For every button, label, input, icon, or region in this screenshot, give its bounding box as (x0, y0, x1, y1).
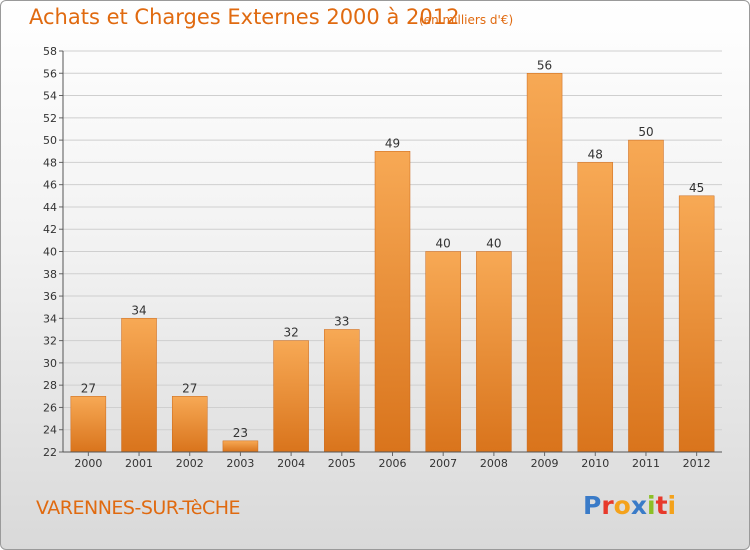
y-tick-label: 46 (43, 179, 57, 192)
y-tick-label: 42 (43, 223, 57, 236)
axes: 22 24 26 28 30 32 34 36 38 40 42 44 46 48 50 52 54 56 58 20… (43, 45, 722, 470)
bar-2008[interactable] (476, 251, 512, 453)
logo-letter: t (655, 491, 668, 520)
data-label: 27 (182, 381, 197, 395)
bar-2000[interactable] (70, 396, 107, 453)
bar-2006[interactable] (374, 151, 411, 453)
x-tick-label: 2006 (379, 457, 407, 470)
y-tick-label: 30 (43, 357, 57, 370)
x-tick-label: 2008 (480, 457, 508, 470)
proxiti-logo[interactable]: Proxiti (583, 491, 676, 520)
x-tick-label: 2011 (632, 457, 660, 470)
data-label: 32 (283, 326, 298, 340)
y-tick-label: 50 (43, 134, 57, 147)
bar-2010[interactable] (577, 162, 614, 453)
y-tick-label: 48 (43, 156, 57, 169)
logo-letter: P (583, 491, 602, 520)
bar-2011[interactable] (628, 139, 664, 453)
x-tick-label: 2003 (226, 457, 254, 470)
y-tick-label: 36 (43, 290, 57, 303)
bars: 27 34 27 23 32 33 49 40 40 56 48 50 45 (70, 58, 715, 453)
x-tick-label: 2012 (683, 457, 711, 470)
bar-2001[interactable] (121, 318, 157, 453)
bar-2012[interactable] (678, 195, 715, 453)
chart-subtitle: (en milliers d'€) (419, 13, 514, 27)
y-tick-label: 38 (43, 268, 57, 281)
data-label: 56 (537, 58, 552, 72)
data-label: 23 (233, 426, 248, 440)
y-tick-label: 54 (43, 90, 57, 103)
y-tick-label: 22 (43, 446, 57, 459)
y-tick-label: 56 (43, 67, 57, 80)
y-tick-label: 44 (43, 201, 57, 214)
data-label: 27 (81, 381, 96, 395)
bar-2003[interactable] (222, 440, 259, 453)
data-label: 40 (486, 237, 501, 251)
y-tick-label: 32 (43, 335, 57, 348)
logo-letter: i (667, 491, 677, 520)
y-tick-label: 26 (43, 401, 57, 414)
y-tick-label: 52 (43, 112, 57, 125)
logo-letter: r (601, 491, 614, 520)
data-label: 50 (638, 125, 653, 139)
logo-letter: o (613, 491, 631, 520)
bar-2007[interactable] (425, 251, 461, 453)
y-tick-label: 40 (43, 246, 57, 259)
logo-letter: i (647, 491, 656, 520)
bar-2005[interactable] (324, 329, 360, 453)
x-tick-label: 2001 (125, 457, 153, 470)
y-tick-label: 58 (43, 45, 57, 58)
bar-2002[interactable] (171, 396, 208, 453)
x-tick-label: 2004 (277, 457, 305, 470)
data-label: 49 (385, 136, 400, 150)
data-label: 40 (436, 237, 451, 251)
chart-title: Achats et Charges Externes 2000 à 2012 (29, 5, 460, 29)
bar-2004[interactable] (273, 340, 309, 453)
x-tick-label: 2000 (74, 457, 102, 470)
y-tick-label: 28 (43, 379, 57, 392)
x-tick-label: 2007 (429, 457, 457, 470)
bar-2009[interactable] (526, 73, 563, 453)
data-label: 33 (334, 314, 349, 328)
x-tick-label: 2002 (176, 457, 204, 470)
x-tick-label: 2010 (581, 457, 609, 470)
data-label: 45 (689, 181, 704, 195)
x-tick-label: 2005 (328, 457, 356, 470)
commune-name: VARENNES-SUR-TèCHE (36, 497, 241, 519)
y-tick-label: 24 (43, 424, 57, 437)
x-tick-label: 2009 (531, 457, 559, 470)
logo-letter: x (630, 491, 647, 520)
data-label: 34 (131, 303, 146, 317)
data-label: 48 (588, 147, 603, 161)
y-tick-label: 34 (43, 312, 57, 325)
